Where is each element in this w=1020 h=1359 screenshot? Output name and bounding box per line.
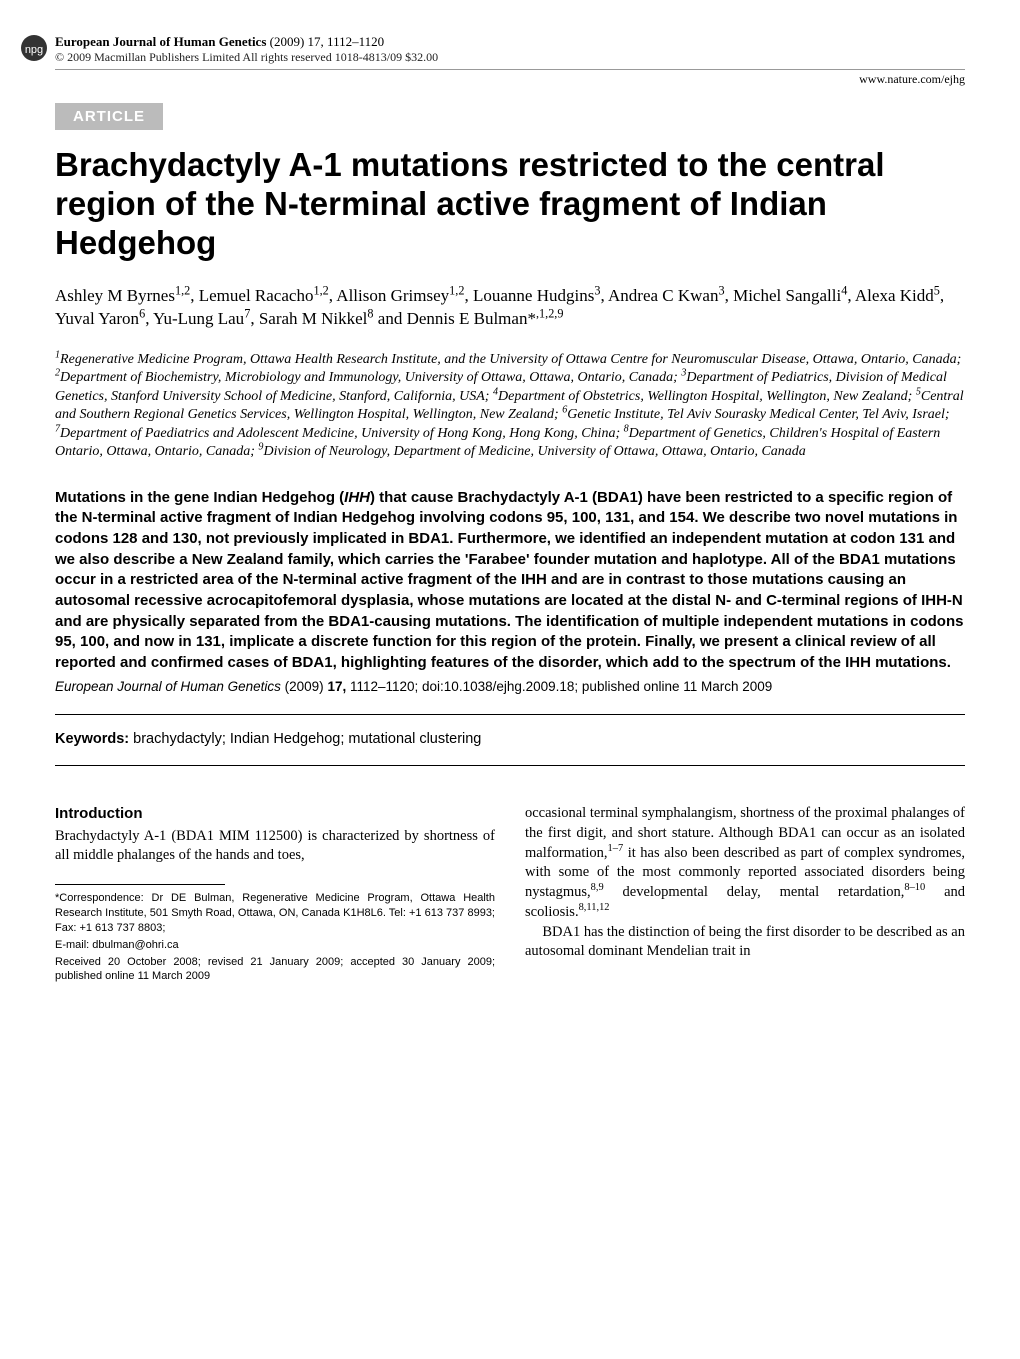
logo-text: npg — [25, 44, 43, 56]
section-heading-introduction: Introduction — [55, 804, 495, 824]
intro-paragraph-left: Brachydactyly A-1 (BDA1 MIM 112500) is c… — [55, 827, 495, 866]
email-label: E-mail: — [55, 939, 92, 951]
citation-line: European Journal of Human Genetics (2009… — [55, 678, 965, 697]
journal-url: www.nature.com/ejhg — [55, 72, 965, 87]
correspondence-email: dbulman@ohri.ca — [92, 939, 178, 951]
keywords-block: Keywords: brachydactyly; Indian Hedgehog… — [55, 731, 965, 747]
abstract-text: Mutations in the gene Indian Hedgehog (I… — [55, 488, 965, 674]
two-column-body: Introduction Brachydactyly A-1 (BDA1 MIM… — [55, 804, 965, 986]
affiliations: 1Regenerative Medicine Program, Ottawa H… — [55, 351, 965, 462]
page-container: npg European Journal of Human Genetics (… — [0, 0, 1020, 1026]
npg-logo: npg — [20, 34, 48, 62]
header-rule — [55, 69, 965, 70]
copyright-line: © 2009 Macmillan Publishers Limited All … — [55, 50, 965, 65]
citation-details: (2009) 17, 1112–1120; doi:10.1038/ejhg.2… — [285, 679, 773, 694]
right-column: occasional terminal symphalangism, short… — [525, 804, 965, 986]
article-title: Brachydactyly A-1 mutations restricted t… — [55, 146, 965, 263]
journal-line: European Journal of Human Genetics (2009… — [55, 34, 965, 50]
received-dates: Received 20 October 2008; revised 21 Jan… — [55, 955, 495, 985]
abstract-rule-top — [55, 714, 965, 715]
journal-vol-pages: (2009) 17, 1112–1120 — [270, 34, 384, 49]
journal-header: European Journal of Human Genetics (2009… — [55, 34, 965, 87]
intro-paragraph-right-2: BDA1 has the distinction of being the fi… — [525, 923, 965, 962]
journal-name: European Journal of Human Genetics — [55, 34, 266, 49]
correspondence-email-line: E-mail: dbulman@ohri.ca — [55, 938, 495, 953]
correspondence-text: *Correspondence: Dr DE Bulman, Regenerat… — [55, 891, 495, 936]
author-list: Ashley M Byrnes1,2, Lemuel Racacho1,2, A… — [55, 285, 965, 331]
intro-paragraph-right-1: occasional terminal symphalangism, short… — [525, 804, 965, 922]
keywords-label: Keywords: — [55, 731, 129, 747]
footnotes-block: *Correspondence: Dr DE Bulman, Regenerat… — [55, 891, 495, 984]
footnote-rule — [55, 884, 225, 885]
citation-journal: European Journal of Human Genetics — [55, 679, 281, 694]
left-column: Introduction Brachydactyly A-1 (BDA1 MIM… — [55, 804, 495, 986]
abstract-rule-bottom — [55, 765, 965, 766]
keywords-text: brachydactyly; Indian Hedgehog; mutation… — [129, 731, 481, 747]
article-type-tag: ARTICLE — [55, 103, 163, 130]
